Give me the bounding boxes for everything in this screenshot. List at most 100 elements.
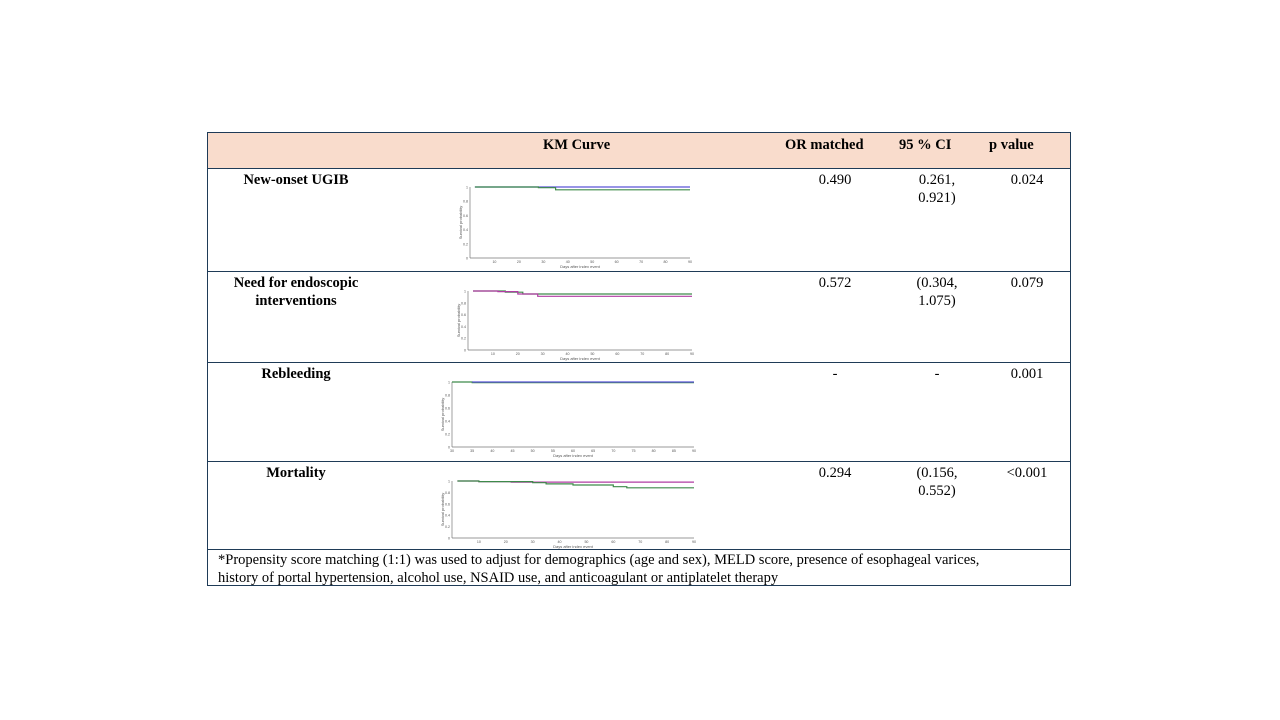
km-curve-chart: 0 0.2 0.4 0.6 0.8 1 10 20 30 40 50 60 70 80 90 Days aft… <box>456 290 694 362</box>
ci-value: - <box>934 366 940 382</box>
x-tick-label: 30 <box>541 352 545 356</box>
x-tick-label: 60 <box>571 449 575 453</box>
header-ci: 95 % CI <box>899 137 952 153</box>
p-value: 0.001 <box>1010 366 1044 382</box>
x-tick-label: 20 <box>516 352 520 356</box>
y-tick-label: 0.8 <box>445 394 450 398</box>
y-tick-label: 0.2 <box>461 337 466 341</box>
x-tick-label: 30 <box>450 449 454 453</box>
km-curve-chart: 0 0.2 0.4 0.6 0.8 1 10 20 30 40 50 60 70 80 90 Days aft… <box>458 186 692 270</box>
x-tick-label: 50 <box>590 352 594 356</box>
table-row: Mortality 0 0.2 0.4 0.6 0.8 1 10 20 30 40 50 60 70 80… <box>208 462 1070 550</box>
outcome-label: Rebleeding <box>261 366 331 382</box>
x-tick-label: 75 <box>632 449 636 453</box>
x-tick-label: 55 <box>551 449 555 453</box>
p-value: 0.024 <box>1010 172 1044 188</box>
x-tick-label: 90 <box>688 260 692 264</box>
x-tick-label: 60 <box>615 260 619 264</box>
y-tick-label: 1 <box>448 381 450 385</box>
x-axis-label: Days after index event <box>560 264 601 269</box>
y-tick-label: 0.8 <box>445 491 450 495</box>
y-tick-label: 0.6 <box>445 407 450 411</box>
ci-value: 0.261, 0.921) <box>918 172 956 206</box>
x-tick-label: 80 <box>665 352 669 356</box>
or-value: 0.572 <box>818 275 852 291</box>
km-series-line <box>474 186 690 191</box>
y-tick-label: 0.6 <box>445 502 450 506</box>
y-axis-label: Survival probability <box>456 304 461 338</box>
y-axis-label: Survival probability <box>440 398 445 432</box>
p-value: <0.001 <box>1006 465 1048 481</box>
x-tick-label: 50 <box>531 449 535 453</box>
x-tick-label: 30 <box>541 260 545 264</box>
y-tick-label: 0 <box>464 349 466 353</box>
x-tick-label: 70 <box>639 260 643 264</box>
x-tick-label: 40 <box>566 352 570 356</box>
x-tick-label: 70 <box>640 352 644 356</box>
x-tick-label: 10 <box>477 540 481 544</box>
y-tick-label: 0.4 <box>461 325 466 329</box>
km-series-line <box>457 480 694 489</box>
y-tick-label: 0.8 <box>461 301 466 305</box>
or-value: - <box>832 366 838 382</box>
x-tick-label: 60 <box>615 352 619 356</box>
x-tick-label: 40 <box>558 540 562 544</box>
y-tick-label: 1 <box>448 480 450 484</box>
x-tick-label: 80 <box>664 260 668 264</box>
outcome-label: Need for endoscopic interventions <box>233 275 359 309</box>
x-axis-label: Days after index event <box>553 453 594 458</box>
x-tick-label: 80 <box>652 449 656 453</box>
y-tick-label: 0.2 <box>445 525 450 529</box>
x-tick-label: 20 <box>517 260 521 264</box>
x-tick-label: 10 <box>491 352 495 356</box>
km-curve-chart: 0 0.2 0.4 0.6 0.8 1 10 20 30 40 50 60 70 80 90 Days aft… <box>440 480 696 550</box>
x-tick-label: 20 <box>504 540 508 544</box>
y-axis-label: Survival probability <box>458 206 463 240</box>
y-tick-label: 0 <box>448 446 450 450</box>
table-row: New-onset UGIB 0 0.2 0.4 0.6 0.8 1 10 20 30 40 50 6… <box>208 169 1070 272</box>
footnote: *Propensity score matching (1:1) was use… <box>218 552 980 586</box>
x-tick-label: 60 <box>611 540 615 544</box>
x-tick-label: 90 <box>692 540 696 544</box>
km-series-line <box>473 290 692 297</box>
table-header: KM Curve OR matched 95 % CI p value <box>208 133 1070 169</box>
x-tick-label: 90 <box>692 449 696 453</box>
y-tick-label: 1 <box>464 290 466 294</box>
x-tick-label: 50 <box>584 540 588 544</box>
y-tick-label: 0.4 <box>463 228 468 232</box>
ci-value: (0.156, 0.552) <box>916 465 958 499</box>
p-value: 0.079 <box>1010 275 1044 291</box>
y-tick-label: 0.6 <box>461 313 466 317</box>
x-tick-label: 40 <box>566 260 570 264</box>
x-tick-label: 45 <box>511 449 515 453</box>
x-tick-label: 35 <box>470 449 474 453</box>
y-tick-label: 0 <box>448 537 450 541</box>
header-km-curve: KM Curve <box>543 137 611 153</box>
outcome-label: New-onset UGIB <box>243 172 349 188</box>
table-row: Rebleeding 0 0.2 0.4 0.6 0.8 1 30 35 40 45 50 55 60 6… <box>208 363 1070 462</box>
x-axis-label: Days after index event <box>560 356 601 361</box>
km-curve-chart: 0 0.2 0.4 0.6 0.8 1 30 35 40 45 50 55 60 65 70 75 80 85 90… <box>440 381 696 459</box>
y-tick-label: 0.4 <box>445 514 450 518</box>
x-tick-label: 40 <box>490 449 494 453</box>
y-tick-label: 0.8 <box>463 200 468 204</box>
x-tick-label: 65 <box>591 449 595 453</box>
y-tick-label: 0.2 <box>445 433 450 437</box>
x-tick-label: 70 <box>638 540 642 544</box>
y-tick-label: 0 <box>466 257 468 261</box>
y-tick-label: 0.6 <box>463 214 468 218</box>
or-value: 0.294 <box>818 465 852 481</box>
results-table: KM Curve OR matched 95 % CI p value New-… <box>207 132 1071 586</box>
y-tick-label: 0.4 <box>445 420 450 424</box>
x-tick-label: 90 <box>690 352 694 356</box>
outcome-label: Mortality <box>266 465 326 481</box>
y-tick-label: 0.2 <box>463 242 468 246</box>
x-tick-label: 70 <box>611 449 615 453</box>
header-or-matched: OR matched <box>785 137 864 153</box>
header-p-value: p value <box>989 137 1034 153</box>
x-axis-label: Days after index event <box>553 544 594 549</box>
table-row: Need for endoscopic interventions 0 0.2 0.… <box>208 272 1070 363</box>
x-tick-label: 10 <box>492 260 496 264</box>
x-tick-label: 85 <box>672 449 676 453</box>
y-tick-label: 1 <box>466 186 468 190</box>
